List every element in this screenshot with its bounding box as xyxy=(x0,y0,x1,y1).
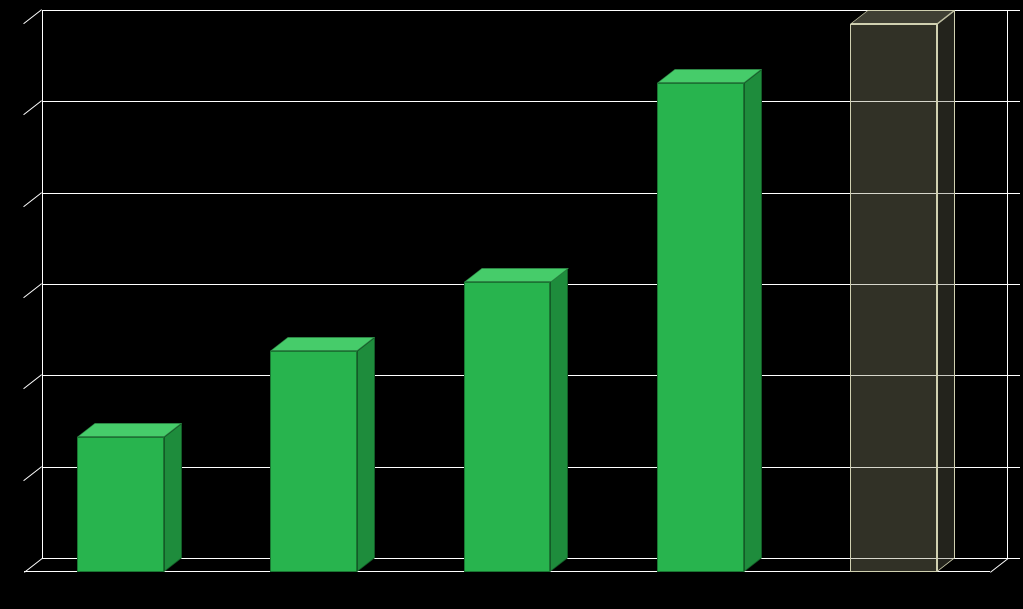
bar xyxy=(77,423,164,572)
tick-right xyxy=(1008,375,1020,376)
bar xyxy=(270,337,357,572)
gridline-depth xyxy=(23,192,42,207)
gridline-depth xyxy=(23,9,42,24)
tick-right xyxy=(1008,467,1020,468)
bar xyxy=(850,10,937,572)
tick-right xyxy=(1008,284,1020,285)
tick-right xyxy=(1008,10,1020,11)
floor-side-edge xyxy=(990,558,1009,573)
gridline-depth xyxy=(23,375,42,390)
plot-area xyxy=(24,10,1008,572)
bar xyxy=(464,268,551,572)
bar-chart xyxy=(0,0,1023,609)
tick-right xyxy=(1008,558,1020,559)
bar xyxy=(657,69,744,572)
tick-right xyxy=(1008,101,1020,102)
gridline-depth xyxy=(23,101,42,116)
tick-right xyxy=(1008,193,1020,194)
gridline-depth xyxy=(23,283,42,298)
gridline-depth xyxy=(23,466,42,481)
